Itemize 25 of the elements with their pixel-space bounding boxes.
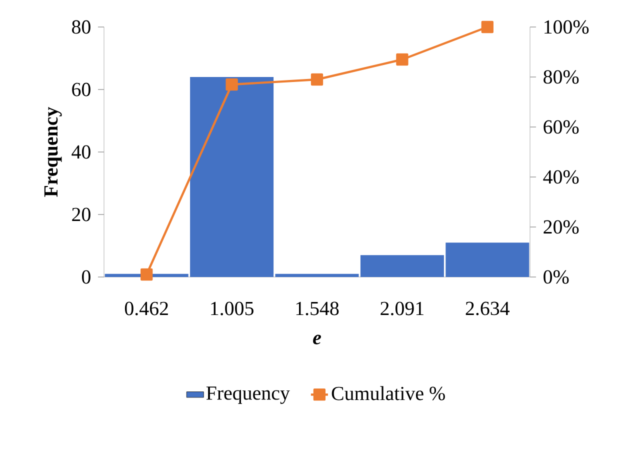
point xyxy=(396,53,408,66)
y-tick-label: 60 xyxy=(72,82,90,96)
y-tick-label: 0 xyxy=(82,270,90,284)
y-tick-label: 80 xyxy=(72,20,90,34)
y2-tick-label: 80% xyxy=(544,70,579,84)
y2-tick-label: 0% xyxy=(544,270,569,284)
x-tick-label: 1.005 xyxy=(211,302,254,316)
x-tick-label: 1.548 xyxy=(296,302,339,316)
point xyxy=(481,20,494,34)
y2-tick-label: 100% xyxy=(544,20,589,34)
x-tick-label: 2.634 xyxy=(466,302,510,316)
legend-label: Cumulative % xyxy=(332,386,445,400)
legend-label: Frequency xyxy=(206,386,290,404)
point xyxy=(310,73,324,86)
point xyxy=(226,78,238,91)
y2-tick-label: 20% xyxy=(544,220,579,234)
point xyxy=(140,268,153,281)
y-tick-label: 40 xyxy=(72,145,90,159)
x-tick-label: 0.462 xyxy=(124,302,168,316)
y-axis-title: Frequency xyxy=(44,106,62,197)
x-axis-title: e xyxy=(313,334,321,344)
x-tick-label: 2.091 xyxy=(380,302,424,316)
y2-tick-label: 60% xyxy=(544,120,579,134)
y-tick-label: 20 xyxy=(72,208,90,222)
y2-tick-label: 40% xyxy=(543,170,579,184)
